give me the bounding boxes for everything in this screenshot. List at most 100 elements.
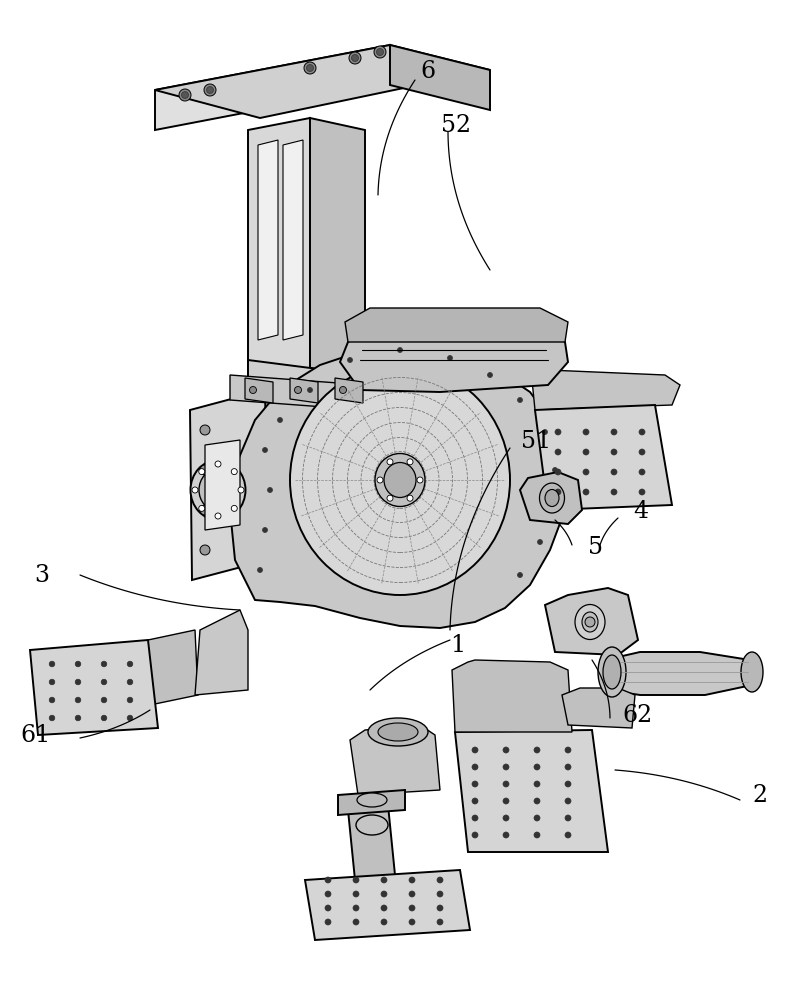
Circle shape [200, 505, 210, 515]
Circle shape [263, 528, 267, 532]
Circle shape [353, 891, 359, 897]
Circle shape [555, 449, 561, 455]
Circle shape [437, 877, 443, 883]
Polygon shape [545, 588, 638, 655]
Ellipse shape [356, 815, 388, 835]
Polygon shape [205, 440, 240, 530]
Polygon shape [605, 652, 752, 695]
Circle shape [304, 62, 316, 74]
Circle shape [249, 386, 256, 393]
Polygon shape [148, 630, 198, 705]
Circle shape [127, 661, 133, 667]
Polygon shape [340, 328, 568, 392]
Circle shape [340, 386, 346, 393]
Circle shape [200, 425, 210, 435]
Circle shape [267, 488, 272, 492]
Text: 62: 62 [623, 704, 654, 726]
Circle shape [101, 661, 107, 667]
Polygon shape [248, 360, 365, 425]
Circle shape [215, 461, 221, 467]
Circle shape [127, 715, 133, 721]
Circle shape [381, 877, 387, 883]
Polygon shape [245, 378, 273, 403]
Ellipse shape [741, 652, 763, 692]
Circle shape [325, 891, 331, 897]
Polygon shape [338, 790, 405, 815]
Circle shape [472, 781, 478, 787]
Circle shape [75, 715, 81, 721]
Circle shape [353, 877, 359, 883]
Polygon shape [455, 730, 608, 852]
Text: 2: 2 [752, 784, 767, 806]
Circle shape [407, 459, 413, 465]
Circle shape [409, 919, 415, 925]
Circle shape [181, 92, 189, 99]
Polygon shape [155, 45, 390, 130]
Circle shape [517, 397, 522, 402]
Polygon shape [562, 688, 635, 728]
Circle shape [263, 448, 267, 452]
Circle shape [517, 572, 522, 578]
Circle shape [555, 489, 561, 495]
Circle shape [639, 429, 645, 435]
Circle shape [377, 477, 383, 483]
Circle shape [49, 661, 55, 667]
Polygon shape [532, 370, 680, 410]
Circle shape [503, 798, 509, 804]
Circle shape [409, 905, 415, 911]
Circle shape [565, 781, 571, 787]
Circle shape [407, 495, 413, 501]
Circle shape [325, 905, 331, 911]
Circle shape [295, 386, 302, 393]
Circle shape [611, 469, 617, 475]
Circle shape [534, 781, 540, 787]
Text: 3: 3 [34, 564, 49, 586]
Polygon shape [190, 390, 268, 580]
Circle shape [200, 465, 210, 475]
Ellipse shape [540, 483, 564, 513]
Circle shape [472, 764, 478, 770]
Circle shape [49, 679, 55, 685]
Circle shape [49, 697, 55, 703]
Circle shape [437, 891, 443, 897]
Circle shape [381, 905, 387, 911]
Circle shape [555, 429, 561, 435]
Circle shape [639, 449, 645, 455]
Circle shape [409, 891, 415, 897]
Circle shape [192, 487, 198, 493]
Circle shape [238, 487, 244, 493]
Polygon shape [348, 805, 395, 880]
Circle shape [101, 715, 107, 721]
Circle shape [127, 697, 133, 703]
Circle shape [534, 747, 540, 753]
Circle shape [348, 358, 353, 362]
Polygon shape [283, 140, 303, 340]
Circle shape [565, 798, 571, 804]
Polygon shape [195, 410, 275, 560]
Ellipse shape [357, 793, 387, 807]
Ellipse shape [199, 469, 237, 511]
Circle shape [417, 477, 423, 483]
Circle shape [534, 815, 540, 821]
Circle shape [409, 877, 415, 883]
Circle shape [199, 469, 205, 475]
Circle shape [215, 513, 221, 519]
Polygon shape [305, 870, 470, 940]
Text: 61: 61 [21, 724, 51, 746]
Circle shape [49, 715, 55, 721]
Circle shape [503, 815, 509, 821]
Circle shape [232, 469, 237, 475]
Circle shape [349, 52, 361, 64]
Circle shape [179, 89, 191, 101]
Circle shape [611, 489, 617, 495]
Circle shape [353, 919, 359, 925]
Polygon shape [335, 378, 363, 403]
Circle shape [101, 679, 107, 685]
Circle shape [232, 505, 237, 511]
Circle shape [206, 87, 213, 94]
Ellipse shape [207, 478, 229, 502]
Polygon shape [248, 118, 310, 380]
Circle shape [325, 877, 331, 883]
Ellipse shape [190, 460, 245, 520]
Polygon shape [452, 660, 572, 732]
